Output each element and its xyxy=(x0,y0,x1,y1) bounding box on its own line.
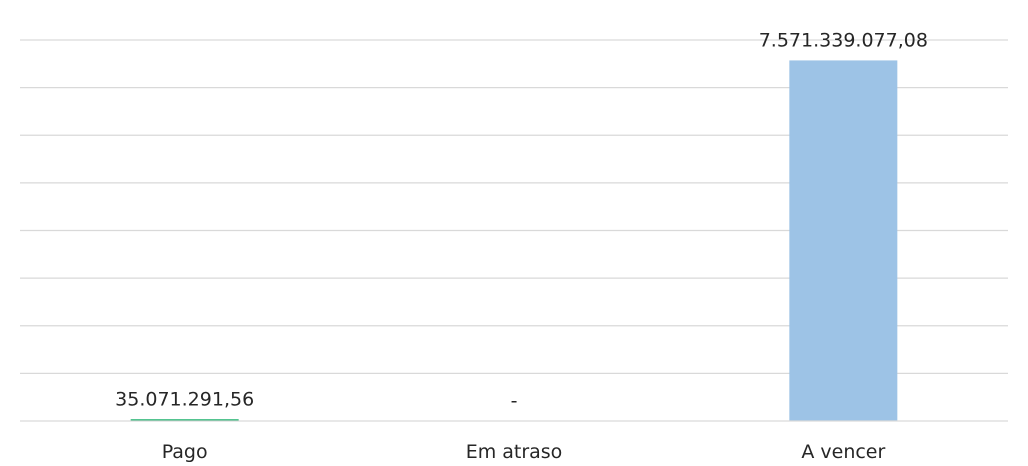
x-axis-labels: Pago Em atraso A vencer xyxy=(162,441,886,463)
data-label: - xyxy=(511,390,518,412)
x-tick-label: A vencer xyxy=(801,441,885,463)
gridlines xyxy=(20,39,1008,375)
x-tick-label: Pago xyxy=(162,441,208,463)
bar-pago xyxy=(130,419,239,421)
data-labels: 35.071.291,56 - 7.571.339.077,08 xyxy=(115,29,928,412)
x-tick-label: Em atraso xyxy=(466,441,563,463)
data-label: 7.571.339.077,08 xyxy=(759,29,928,51)
data-label: 35.071.291,56 xyxy=(115,388,254,410)
bar-a-vencer xyxy=(789,60,898,421)
bars xyxy=(130,60,898,421)
